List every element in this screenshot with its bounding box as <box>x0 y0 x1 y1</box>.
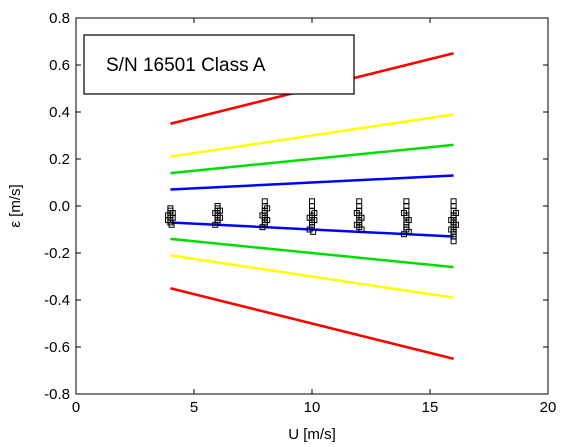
data-point <box>311 210 318 217</box>
y-tick-label: -0.2 <box>44 245 70 262</box>
y-tick-label: 0.0 <box>49 198 70 215</box>
y-tick-label: -0.4 <box>44 292 70 309</box>
data-point <box>168 221 175 228</box>
x-tick-label: 0 <box>72 399 80 416</box>
data-point <box>452 210 459 217</box>
y-tick-label: -0.8 <box>44 386 70 403</box>
y-tick-label: 0.4 <box>49 104 70 121</box>
y-tick-label: 0.6 <box>49 57 70 74</box>
annotation-text: S/N 16501 Class A <box>106 55 266 76</box>
data-point <box>259 212 266 219</box>
data-point <box>264 217 271 224</box>
data-point <box>358 214 365 221</box>
y-tick-label: 0.2 <box>49 151 70 168</box>
data-point <box>212 210 219 217</box>
x-tick-label: 20 <box>540 399 557 416</box>
y-tick-label: 0.8 <box>49 10 70 27</box>
y-axis-label: ε [m/s] <box>7 184 24 227</box>
series-line-8 <box>170 287 454 360</box>
data-point <box>450 238 457 245</box>
x-axis-label: U [m/s] <box>288 426 336 443</box>
series-line-7 <box>170 254 454 299</box>
series-line-2 <box>170 113 454 158</box>
data-points <box>165 198 459 245</box>
data-point <box>401 210 408 217</box>
data-point <box>264 205 271 212</box>
series-line-6 <box>170 237 454 269</box>
data-point <box>259 224 266 231</box>
data-point <box>405 217 412 224</box>
data-point <box>216 214 223 221</box>
x-tick-label: 10 <box>304 399 321 416</box>
axis-ticks: 0 5 10 15 20 0.8 0.6 0.4 0.2 0.0 -0.2 -0.4 -0.6 -0.8 <box>44 10 556 416</box>
x-tick-label: 5 <box>190 399 198 416</box>
data-point <box>353 210 360 217</box>
annotation-box-frame <box>83 34 355 95</box>
data-point <box>212 221 219 228</box>
data-point <box>358 226 365 233</box>
data-point <box>165 217 172 224</box>
data-point <box>448 226 455 233</box>
series-line-4 <box>170 174 454 191</box>
data-point <box>448 217 455 224</box>
data-point <box>401 231 408 238</box>
data-point <box>306 214 313 221</box>
data-point <box>310 228 317 235</box>
data-point <box>353 221 360 228</box>
annotation-box: S/N 16501 Class A <box>83 34 355 95</box>
series-line-3 <box>170 143 454 175</box>
y-tick-label: -0.6 <box>44 339 70 356</box>
data-point <box>452 221 459 228</box>
x-tick-label: 15 <box>422 399 439 416</box>
series-lines <box>170 52 454 360</box>
